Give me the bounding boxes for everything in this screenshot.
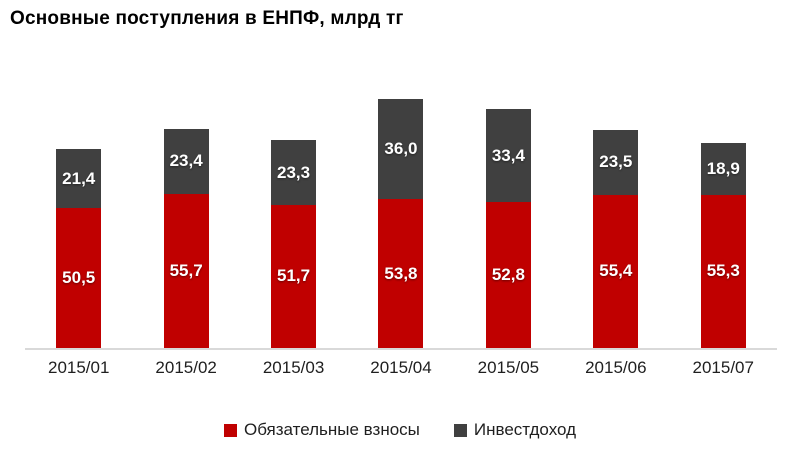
bar-column: 33,4 52,8 — [455, 60, 562, 348]
bar-value-label: 55,4 — [599, 261, 633, 281]
stacked-bar: 23,4 55,7 — [163, 129, 209, 348]
chart-title: Основные поступления в ЕНПФ, млрд тг — [10, 8, 404, 29]
bar-column: 23,5 55,4 — [562, 60, 669, 348]
legend-item-mandatory-contributions: Обязательные взносы — [223, 420, 420, 440]
x-tick-label: 2015/06 — [585, 358, 647, 377]
stacked-bar: 21,4 50,5 — [56, 148, 102, 348]
x-axis-line — [25, 348, 777, 350]
bar-value-label: 51,7 — [277, 266, 311, 286]
bar-segment-invest-income: 23,5 — [593, 129, 639, 195]
bar-column: 21,4 50,5 — [25, 60, 132, 348]
bar-value-label: 33,4 — [491, 145, 525, 165]
bar-segment-invest-income: 33,4 — [485, 109, 531, 202]
x-tick-label: 2015/04 — [370, 358, 432, 377]
x-tick-label: 2015/05 — [477, 358, 540, 377]
x-tick-label: 2015/02 — [155, 358, 217, 377]
bar-column: 23,3 51,7 — [240, 60, 347, 348]
legend-swatch-mandatory-contributions — [223, 423, 237, 437]
bar-value-label: 36,0 — [384, 139, 418, 159]
plot-area: 21,4 50,5 23,4 55,7 23,3 51,7 36,0 53,8 33,4 52,8… — [25, 60, 777, 348]
bar-segment-mandatory-contributions: 55,7 — [163, 193, 209, 348]
bar-segment-mandatory-contributions: 52,8 — [485, 201, 531, 348]
x-tick-label: 2015/07 — [692, 358, 754, 377]
legend-item-invest-income: Инвестдоход — [453, 420, 577, 440]
bar-segment-invest-income: 23,3 — [271, 140, 317, 205]
bar-column: 23,4 55,7 — [132, 60, 239, 348]
legend-label: Обязательные взносы — [243, 420, 420, 439]
bar-value-label: 23,5 — [599, 152, 633, 172]
bar-segment-invest-income: 23,4 — [163, 129, 209, 194]
bar-segment-mandatory-contributions: 50,5 — [56, 208, 102, 348]
bar-value-label: 52,8 — [491, 264, 525, 284]
bar-segment-mandatory-contributions: 53,8 — [378, 199, 424, 348]
stacked-bar: 23,5 55,4 — [593, 129, 639, 348]
bar-value-label: 21,4 — [62, 168, 96, 188]
bar-value-label: 55,7 — [169, 260, 203, 280]
bar-segment-invest-income: 21,4 — [56, 148, 102, 209]
bar-value-label: 23,4 — [169, 151, 203, 171]
x-tick-label: 2015/01 — [47, 358, 110, 377]
bar-value-label: 55,3 — [706, 261, 740, 281]
bar-segment-mandatory-contributions: 55,4 — [593, 194, 639, 348]
stacked-bar: 36,0 53,8 — [378, 99, 424, 348]
legend: Обязательные взносы Инвестдоход — [0, 420, 800, 440]
bar-segment-mandatory-contributions: 55,3 — [700, 194, 746, 348]
bar-segment-invest-income: 18,9 — [700, 142, 746, 195]
bar-column: 18,9 55,3 — [670, 60, 777, 348]
x-tick-label: 2015/03 — [262, 358, 325, 377]
legend-swatch-invest-income — [453, 423, 467, 437]
bar-column: 36,0 53,8 — [347, 60, 454, 348]
stacked-bar: 23,3 51,7 — [271, 140, 317, 348]
stacked-bar: 18,9 55,3 — [700, 142, 746, 348]
bar-value-label: 23,3 — [277, 162, 311, 182]
stacked-bar: 33,4 52,8 — [485, 109, 531, 348]
bar-segment-invest-income: 36,0 — [378, 99, 424, 199]
x-axis: 2015/01 2015/02 2015/03 2015/04 2015/05 2015/… — [25, 358, 777, 378]
bar-segment-mandatory-contributions: 51,7 — [271, 204, 317, 348]
legend-label: Инвестдоход — [473, 420, 577, 439]
bar-value-label: 18,9 — [706, 158, 740, 178]
bar-value-label: 53,8 — [384, 263, 418, 283]
bar-value-label: 50,5 — [62, 268, 96, 288]
